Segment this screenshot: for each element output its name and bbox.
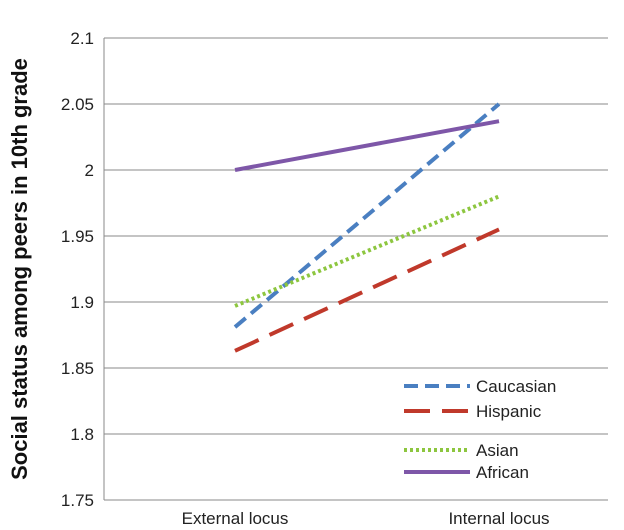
series-lines xyxy=(233,102,501,353)
y-tick-label: 1.95 xyxy=(61,227,94,246)
x-tick-label: External locus xyxy=(182,509,289,528)
y-tick-label: 1.9 xyxy=(70,293,94,312)
y-tick-label: 1.85 xyxy=(61,359,94,378)
x-tick-label: Internal locus xyxy=(448,509,549,528)
series-line-asian xyxy=(234,194,500,308)
y-tick-label: 2.1 xyxy=(70,29,94,48)
y-tick-label: 2.05 xyxy=(61,95,94,114)
legend-label-asian: Asian xyxy=(476,441,519,460)
y-tick-label: 1.8 xyxy=(70,425,94,444)
y-tick-label: 2 xyxy=(85,161,94,180)
y-tick-labels: 1.75 1.8 1.85 1.9 1.95 2 2.05 2.1 xyxy=(61,29,94,510)
series-line-caucasian xyxy=(233,102,501,329)
y-axis-title: Social status among peers in 10th grade xyxy=(7,58,32,480)
x-tick-labels: External locus Internal locus xyxy=(182,509,550,528)
legend: Caucasian Hispanic Asian African xyxy=(404,377,556,482)
legend-label-caucasian: Caucasian xyxy=(476,377,556,396)
legend-label-african: African xyxy=(476,463,529,482)
series-line-african xyxy=(234,119,500,172)
legend-label-hispanic: Hispanic xyxy=(476,402,542,421)
series-line-hispanic xyxy=(234,227,500,353)
y-tick-label: 1.75 xyxy=(61,491,94,510)
gridlines xyxy=(104,37,608,501)
